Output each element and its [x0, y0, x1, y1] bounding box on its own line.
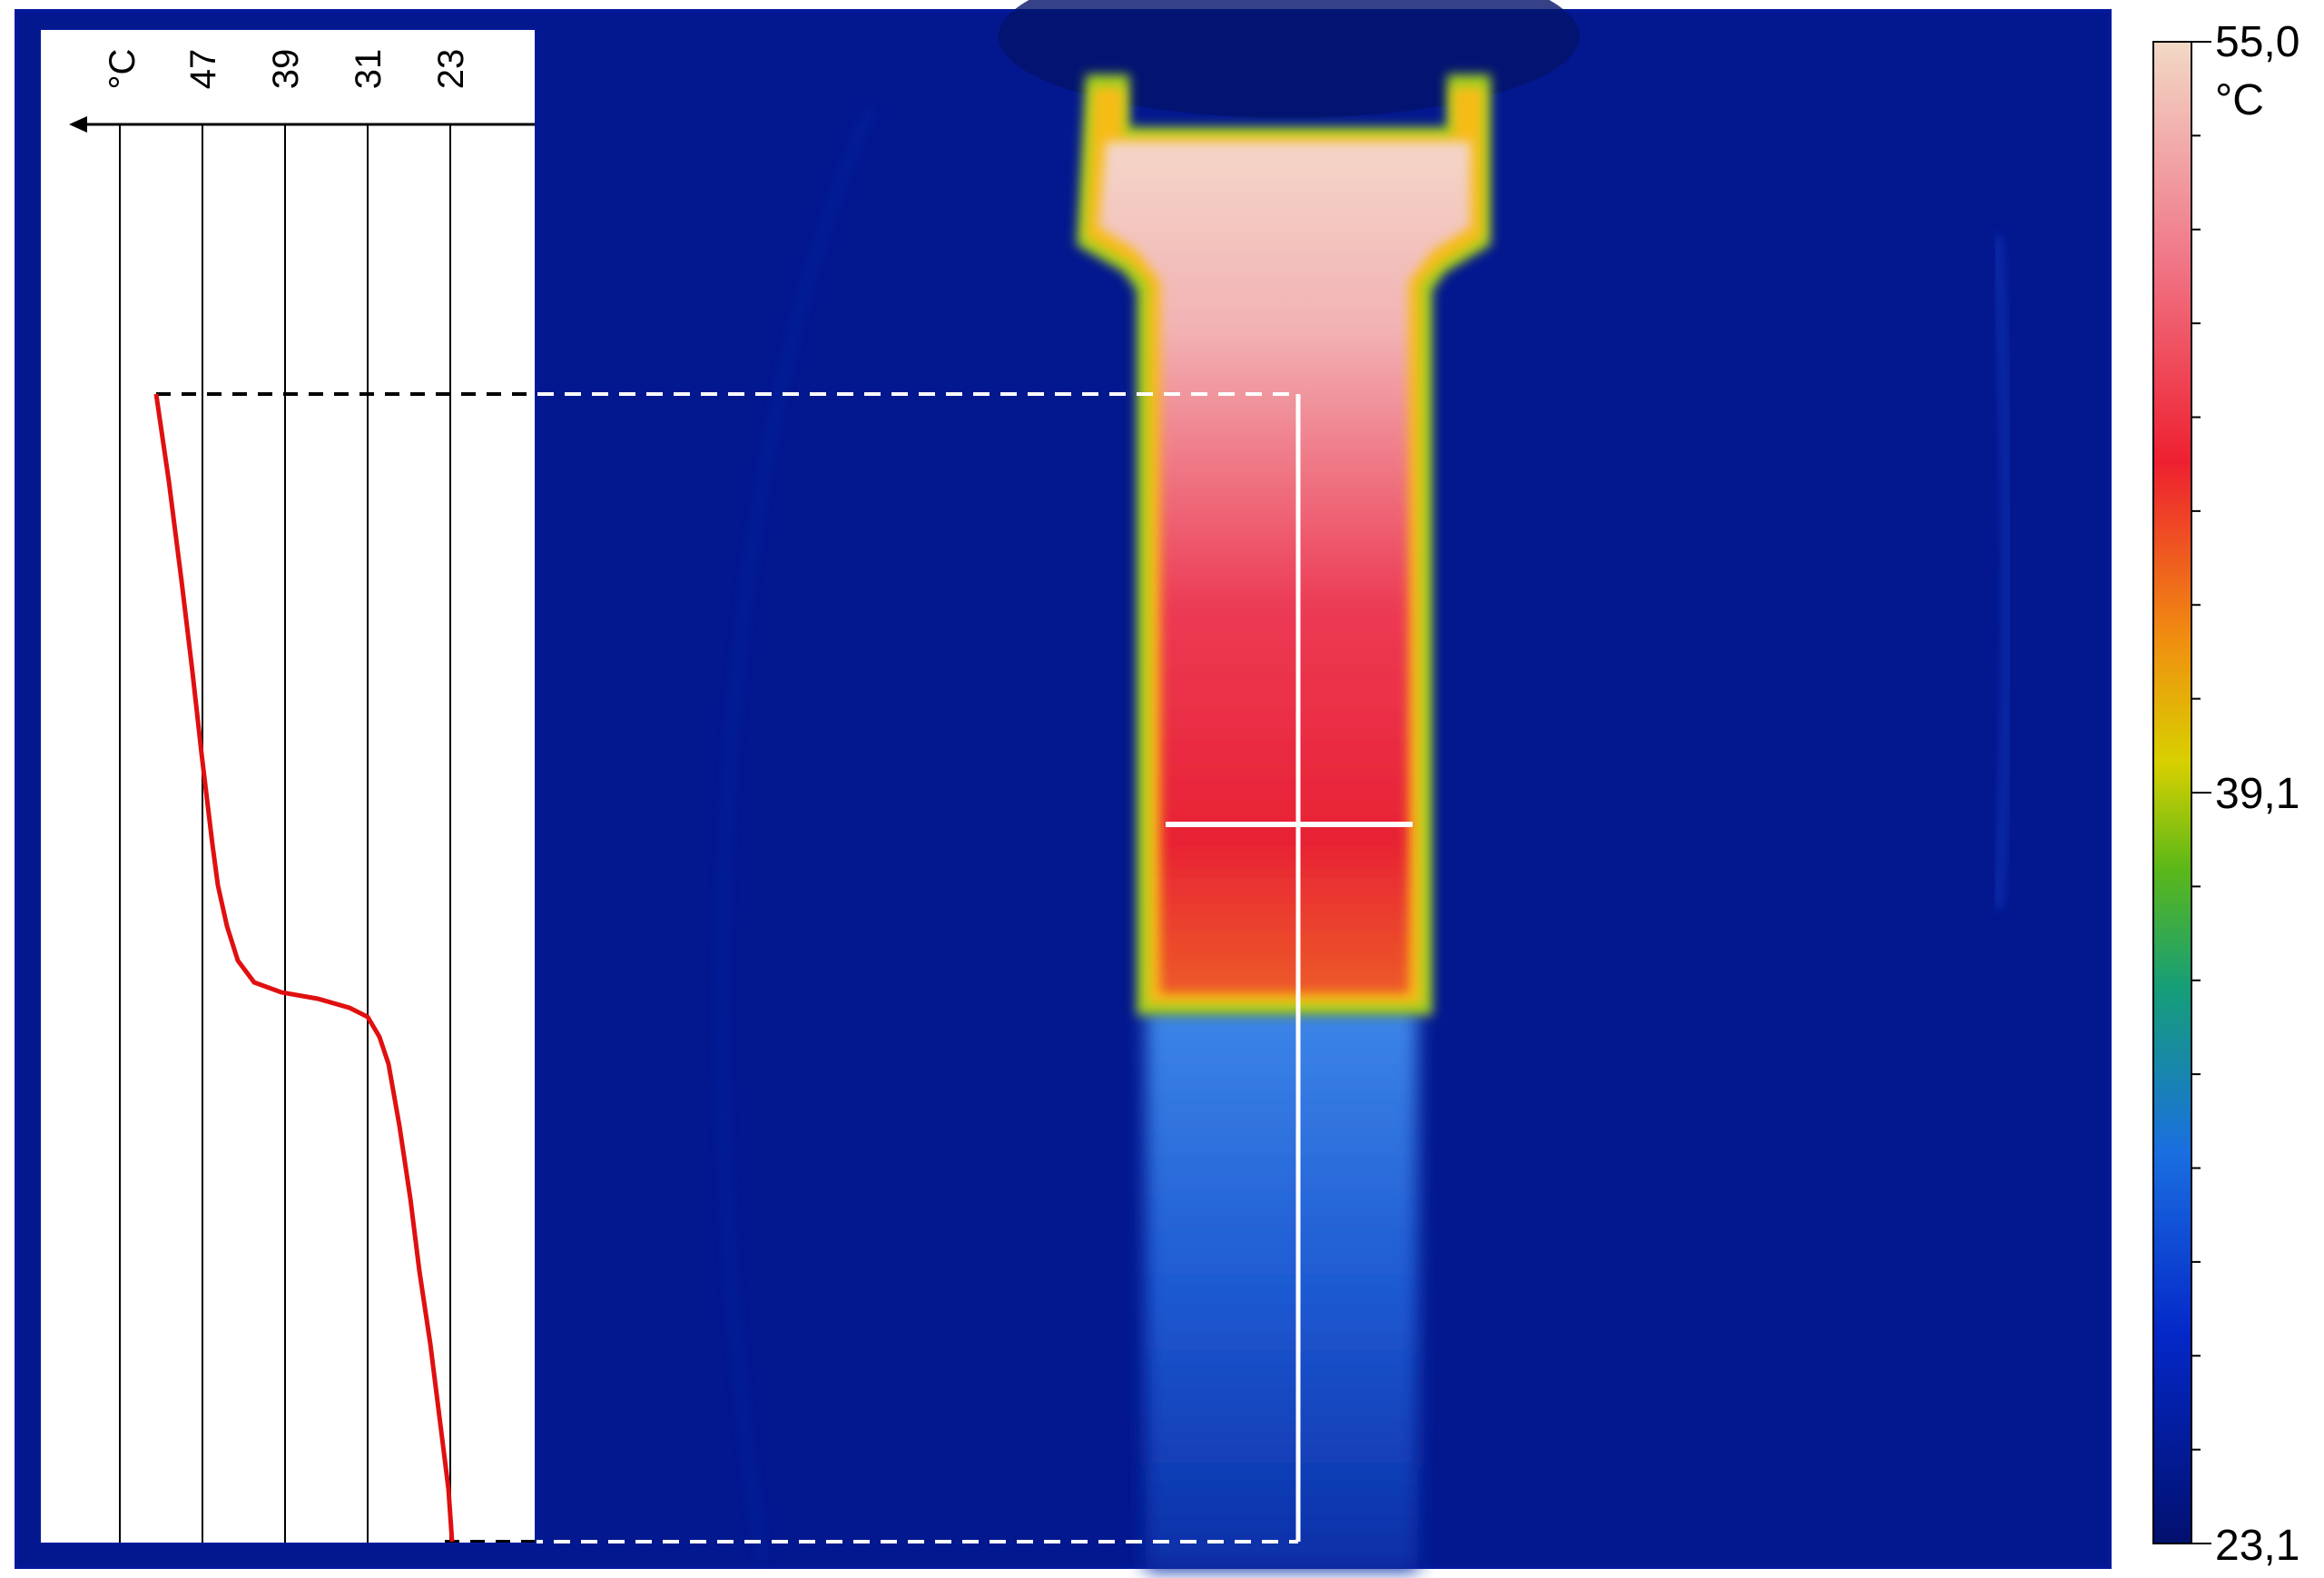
profile-tick-label: 47	[183, 49, 223, 90]
profile-panel-border	[39, 28, 537, 1544]
background-clamp-shape	[999, 0, 1580, 118]
colorbar-unit-label: °C	[2215, 76, 2264, 124]
temperature-profile-curve	[153, 393, 455, 1543]
cold-stem	[1146, 1008, 1418, 1571]
colorbar-ticks	[2191, 41, 2211, 1544]
heated-object-core	[1098, 142, 1471, 993]
profile-axis-arrow	[69, 116, 87, 133]
profile-gridlines	[119, 124, 451, 1543]
colorbar-gradient	[2152, 41, 2192, 1544]
temperature-profile-panel: °C 47 39 31 23	[39, 28, 537, 1544]
background-arc-right	[1994, 235, 2012, 909]
profile-panel-background	[40, 29, 536, 1543]
measurement-lines	[156, 392, 1413, 1543]
background-arc-left	[718, 107, 875, 1563]
profile-tick-label: 23	[431, 49, 471, 90]
profile-tick-label: 31	[349, 49, 389, 90]
colorbar-mid-label: 39,1	[2215, 770, 2299, 818]
heated-object	[1077, 74, 1491, 1015]
profile-tick-labels: 47 39 31 23	[183, 49, 471, 90]
colorbar-max-label: 55,0	[2215, 18, 2299, 66]
profile-axis-unit: °C	[103, 49, 143, 90]
profile-tick-label: 39	[266, 49, 306, 90]
colorbar-min-label: 23,1	[2215, 1522, 2299, 1570]
colorbar: 55,0 °C 39,1 23,1	[2152, 18, 2299, 1570]
